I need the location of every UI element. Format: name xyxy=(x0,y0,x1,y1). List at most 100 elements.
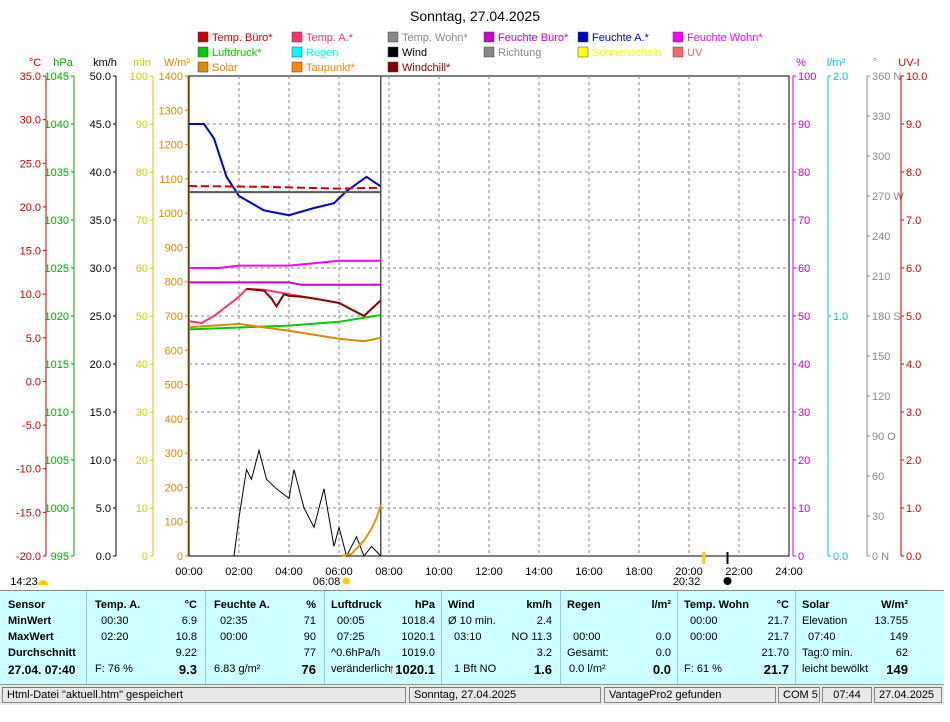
rain-unit: l/m² xyxy=(651,599,671,611)
temp-a-max-value: 10.8 xyxy=(175,631,197,643)
legend-label: Temp. Wohn* xyxy=(402,32,469,44)
temp-wohn-max-value: 21.7 xyxy=(767,631,789,643)
pressure-header: Luftdruck xyxy=(331,599,382,611)
temp-a-min-time: 00:30 xyxy=(101,615,129,627)
left-axis-label: 35.0 xyxy=(90,215,111,227)
left-axis-label: 50.0 xyxy=(90,71,111,83)
right-axis-label: 90 xyxy=(798,119,810,131)
legend-label: Temp. Büro* xyxy=(212,32,273,44)
sun-marker-icon xyxy=(38,580,48,585)
legend-label: Richtung xyxy=(498,47,541,59)
right-axis-label: 180 S xyxy=(872,311,901,323)
right-axis-label: 210 xyxy=(872,271,890,283)
rain-max-time: 00:00 xyxy=(573,631,601,643)
legend-label: UV xyxy=(687,47,703,59)
legend-swatch xyxy=(291,46,303,58)
x-tick-label: 10:00 xyxy=(425,566,453,578)
legend-swatch xyxy=(387,61,399,73)
left-axis-label: 0 xyxy=(177,551,183,563)
legend-swatch xyxy=(387,31,399,43)
moon-icon xyxy=(723,577,732,585)
sunset-marker-icon xyxy=(702,552,706,564)
left-axis-label: 1300 xyxy=(159,105,183,117)
series-feuchte-wohn xyxy=(189,259,381,269)
wind-max-time: 03:10 xyxy=(454,631,482,643)
wind-day-avg: 3.2 xyxy=(536,647,552,659)
temp-a-column: Temp. A. °C 00:30 6.9 02:20 10.8 9.22 F: 76… xyxy=(87,591,206,685)
chart-title: Sonntag, 27.04.2025 xyxy=(410,8,540,24)
pressure-min-time: 00:05 xyxy=(337,615,365,627)
legend-label: Temp. A.* xyxy=(306,32,354,44)
temp-a-header: Temp. A. xyxy=(95,599,141,611)
right-axis-label: 70 xyxy=(798,215,810,227)
wind-max-direction: NO xyxy=(511,631,529,643)
x-tick-label: 14:00 xyxy=(525,566,553,578)
pressure-min-value: 1018.4 xyxy=(401,615,435,627)
legend-label: Regen xyxy=(306,47,338,59)
left-axis-label: 10 xyxy=(136,503,148,515)
wind-unit: km/h xyxy=(526,599,552,611)
left-axis-label: 1200 xyxy=(159,140,183,152)
temp-wohn-avg: 21.70 xyxy=(761,647,789,659)
series-wind xyxy=(233,448,382,558)
left-axis-label: 300 xyxy=(165,448,183,460)
right-axis-label: 1.0 xyxy=(833,311,848,323)
right-axis-label: 10 xyxy=(798,503,810,515)
left-axis-label: -15.0 xyxy=(16,507,41,519)
right-axis-unit: UV-I xyxy=(898,57,919,69)
left-axis-label: 35.0 xyxy=(20,71,41,83)
humidity-avg: 77 xyxy=(303,647,316,659)
pressure-max-value: 1020.1 xyxy=(401,631,435,643)
solar-current: 149 xyxy=(886,662,908,677)
solar-max-value: 149 xyxy=(889,631,908,643)
temp-wohn-unit: °C xyxy=(776,599,789,611)
left-axis-unit: W/m² xyxy=(164,57,191,69)
rain-total-label: Gesamt: xyxy=(567,647,609,659)
left-axis-label: 20.0 xyxy=(90,359,111,371)
legend-swatch xyxy=(483,31,495,43)
left-axis-label: 30 xyxy=(136,407,148,419)
wind-avg-label: Ø 10 min. xyxy=(448,615,496,627)
x-tick-label: 18:00 xyxy=(625,566,653,578)
right-axis-label: 8.0 xyxy=(906,167,921,179)
legend-label: Feuchte Wohn* xyxy=(687,32,763,44)
left-axis-label: 50 xyxy=(136,311,148,323)
legend-swatch xyxy=(577,46,589,58)
left-axis-label: 1000 xyxy=(159,208,183,220)
legend-swatch xyxy=(197,46,209,58)
pressure-trend: ^0.6hPa/h xyxy=(331,647,381,659)
left-axis-label: 1035 xyxy=(45,167,69,179)
temp-a-humidity: F: 76 % xyxy=(95,663,133,675)
legend-swatch xyxy=(197,61,209,73)
left-axis-label: 400 xyxy=(165,414,183,426)
left-axis-label: -10.0 xyxy=(16,464,41,476)
left-axis-label: -20.0 xyxy=(16,551,41,563)
legend-swatch xyxy=(483,46,495,58)
min-label: MinWert xyxy=(8,615,52,627)
left-axis-label: 0.0 xyxy=(96,551,111,563)
right-axis-label: 30 xyxy=(872,511,884,523)
left-axis-label: 1100 xyxy=(159,174,183,186)
rain-rate: 0.0 l/m² xyxy=(569,663,606,675)
right-axis-label: 300 xyxy=(872,151,890,163)
x-tick-label: 04:00 xyxy=(275,566,303,578)
humidity-max-value: 90 xyxy=(303,631,316,643)
right-axis-label: 360 N xyxy=(872,71,901,83)
left-axis-label: 1045 xyxy=(45,71,69,83)
pressure-unit: hPa xyxy=(414,599,435,611)
temp-a-current: 9.3 xyxy=(178,662,197,677)
x-tick-label: 24:00 xyxy=(775,566,803,578)
left-axis-label: 1005 xyxy=(45,455,69,467)
rain-total-value: 0.0 xyxy=(655,647,671,659)
sensor-panel: Sensor MinWert MaxWert Durchschnitt 27.0… xyxy=(0,590,944,685)
solar-condition: leicht bewölkt xyxy=(802,663,869,675)
series-taupunkt xyxy=(188,322,382,343)
right-axis-label: 60 xyxy=(872,471,884,483)
left-axis-label: 25.0 xyxy=(20,158,41,170)
humidity-min-value: 71 xyxy=(303,615,316,627)
legend-label: Windchill* xyxy=(402,62,451,74)
left-axis-label: 0.0 xyxy=(26,376,41,388)
humidity-header: Feuchte A. xyxy=(214,599,270,611)
legend-swatch xyxy=(291,61,303,73)
right-axis-label: 9.0 xyxy=(906,119,921,131)
